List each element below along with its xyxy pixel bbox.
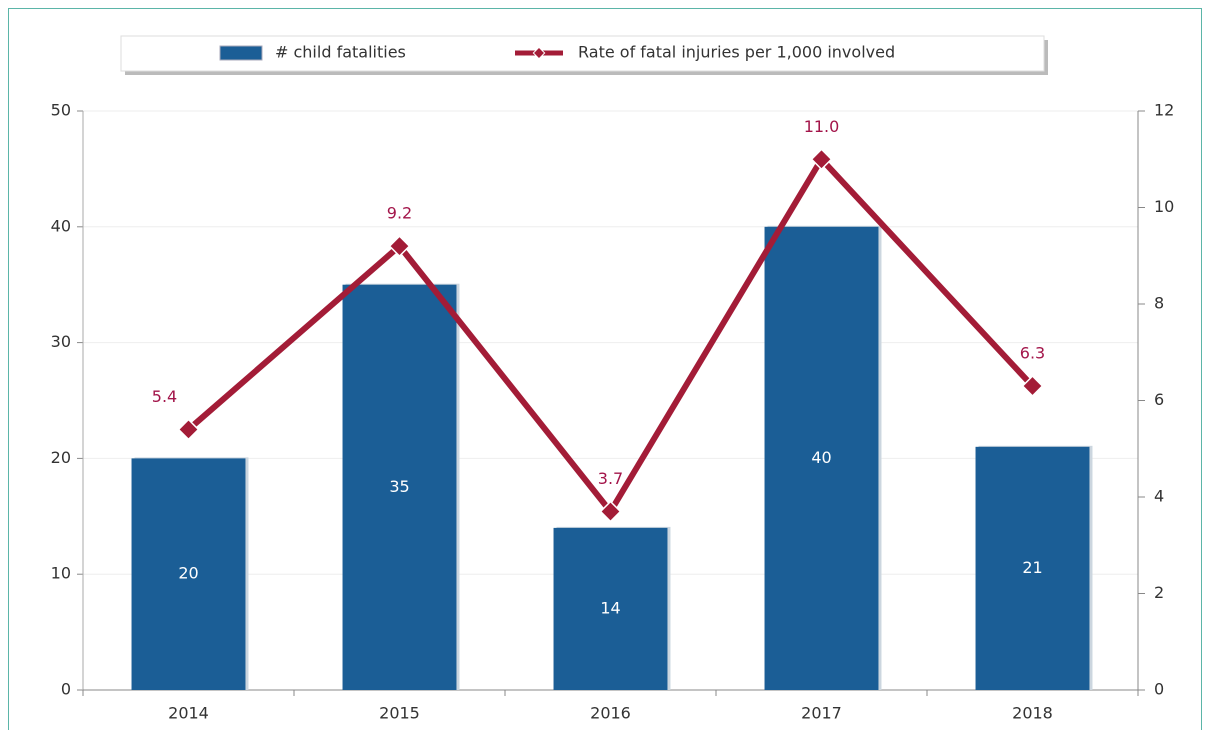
bar bbox=[553, 527, 668, 690]
bar bbox=[342, 284, 457, 690]
line-value-label: 6.3 bbox=[1020, 344, 1045, 363]
y-tick-label: 0 bbox=[61, 680, 71, 699]
x-tick-label: 2015 bbox=[379, 704, 420, 723]
x-tick-label: 2014 bbox=[168, 704, 209, 723]
y-tick-label: 20 bbox=[51, 448, 71, 467]
legend-swatch bbox=[219, 45, 263, 61]
line-marker bbox=[599, 500, 622, 523]
y2-tick-label: 4 bbox=[1154, 487, 1164, 506]
bar-value-label: 21 bbox=[1022, 558, 1042, 577]
bar bbox=[131, 458, 246, 690]
y2-tick-label: 2 bbox=[1154, 583, 1164, 602]
y2-tick-label: 10 bbox=[1154, 197, 1174, 216]
legend-box bbox=[120, 35, 1045, 72]
legend-label: # child fatalities bbox=[275, 43, 406, 62]
line-value-label: 3.7 bbox=[598, 469, 623, 488]
line-marker bbox=[1021, 375, 1044, 397]
line-marker bbox=[177, 418, 200, 441]
bar bbox=[764, 226, 879, 691]
bar-value-label: 20 bbox=[178, 564, 198, 583]
y-tick-label: 40 bbox=[51, 216, 71, 235]
y-tick-label: 30 bbox=[51, 332, 71, 351]
line-value-label: 5.4 bbox=[152, 387, 177, 406]
bar-value-label: 35 bbox=[389, 477, 409, 496]
bar-value-label: 14 bbox=[600, 598, 620, 617]
line-value-label: 9.2 bbox=[387, 204, 412, 223]
bar-value-label: 40 bbox=[811, 448, 831, 467]
bar bbox=[975, 446, 1090, 690]
frame bbox=[8, 8, 1202, 730]
x-tick-label: 2018 bbox=[1012, 704, 1053, 723]
legend-marker bbox=[532, 46, 546, 60]
y-tick-label: 10 bbox=[51, 564, 71, 583]
line-marker bbox=[388, 235, 411, 258]
y2-tick-label: 12 bbox=[1154, 101, 1174, 120]
line-marker bbox=[810, 148, 833, 171]
x-tick-label: 2016 bbox=[590, 704, 631, 723]
x-tick-label: 2017 bbox=[801, 704, 842, 723]
y2-tick-label: 8 bbox=[1154, 294, 1164, 313]
y-tick-label: 50 bbox=[51, 101, 71, 120]
y2-tick-label: 6 bbox=[1154, 390, 1164, 409]
line-value-label: 11.0 bbox=[804, 117, 840, 136]
y2-tick-label: 0 bbox=[1154, 680, 1164, 699]
legend-label: Rate of fatal injuries per 1,000 involve… bbox=[578, 43, 895, 62]
